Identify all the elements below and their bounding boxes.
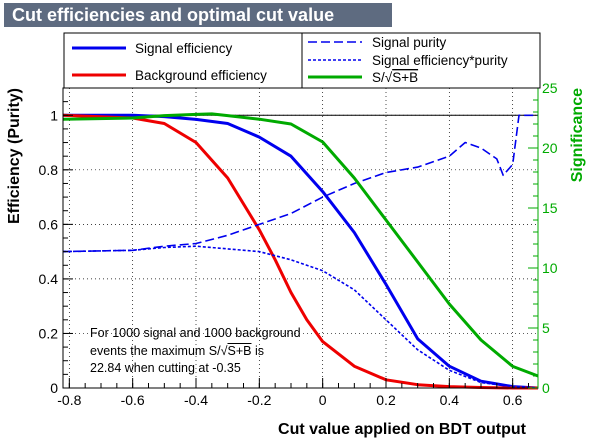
series-line-signal-efficiency <box>63 113 539 390</box>
annotation-line-2: events the maximum S/√S+B is <box>90 344 264 358</box>
y-tick-label: 0 <box>50 380 58 396</box>
axis-ticks: -0.8 -0.6 -0.4 -0.2 0 0.2 0.4 0.6 0 0.2 0.4 0.6 0.8 1… <box>39 80 558 408</box>
x-tick-label: 0.4 <box>440 392 460 408</box>
plot-frame <box>62 87 539 389</box>
series-line-background-efficiency <box>62 113 538 390</box>
y-tick-label: 0.6 <box>39 216 59 232</box>
series-line-signal-purity <box>62 114 538 253</box>
x-tick-label: 0.6 <box>503 392 523 408</box>
legend-label-significance: S/√S+B <box>372 70 418 85</box>
annotation-line-1: For 1000 signal and 1000 background <box>90 326 301 340</box>
annotation-line-3: 22.84 when cutting at -0.35 <box>90 361 241 375</box>
y2-tick-label: 10 <box>542 260 558 276</box>
legend-label-signal-purity: Signal purity <box>372 35 447 50</box>
y-tick-label: 0.8 <box>39 162 59 178</box>
grid-lines <box>63 88 538 389</box>
legend-label-signal-efficiency-purity: Signal efficiency*purity <box>372 53 508 68</box>
x-tick-label: -0.8 <box>57 392 81 408</box>
series-line-signal-efficiency-purity <box>62 245 539 389</box>
y2-tick-label: 5 <box>542 320 550 336</box>
x-tick-label: -0.2 <box>247 392 271 408</box>
y-tick-label: 0.4 <box>39 271 59 287</box>
chart-title: Cut efficiencies and optimal cut value <box>4 3 392 27</box>
y-tick-label: 1 <box>50 107 58 123</box>
y2-tick-label: 20 <box>542 140 558 156</box>
y2-tick-label: 0 <box>542 380 550 396</box>
y2-tick-label: 25 <box>542 80 558 96</box>
legend-label-signal-efficiency: Signal efficiency <box>135 41 233 56</box>
y-tick-label: 0.2 <box>39 325 59 341</box>
y-axis-label: Efficiency (Purity) <box>6 88 23 224</box>
y2-tick-label: 15 <box>542 200 558 216</box>
x-tick-label: -0.4 <box>184 392 208 408</box>
series-line-significance <box>62 112 539 378</box>
x-tick-label: 0 <box>319 392 327 408</box>
legend: Signal efficiency Background efficiency Si… <box>63 32 541 89</box>
x-axis-label: Cut value applied on BDT output <box>278 421 527 438</box>
x-tick-label: -0.6 <box>121 392 145 408</box>
legend-label-background-efficiency: Background efficiency <box>135 68 267 83</box>
y2-axis-label: Significance <box>569 88 586 182</box>
x-tick-label: 0.2 <box>376 392 396 408</box>
series-layer <box>62 112 539 390</box>
